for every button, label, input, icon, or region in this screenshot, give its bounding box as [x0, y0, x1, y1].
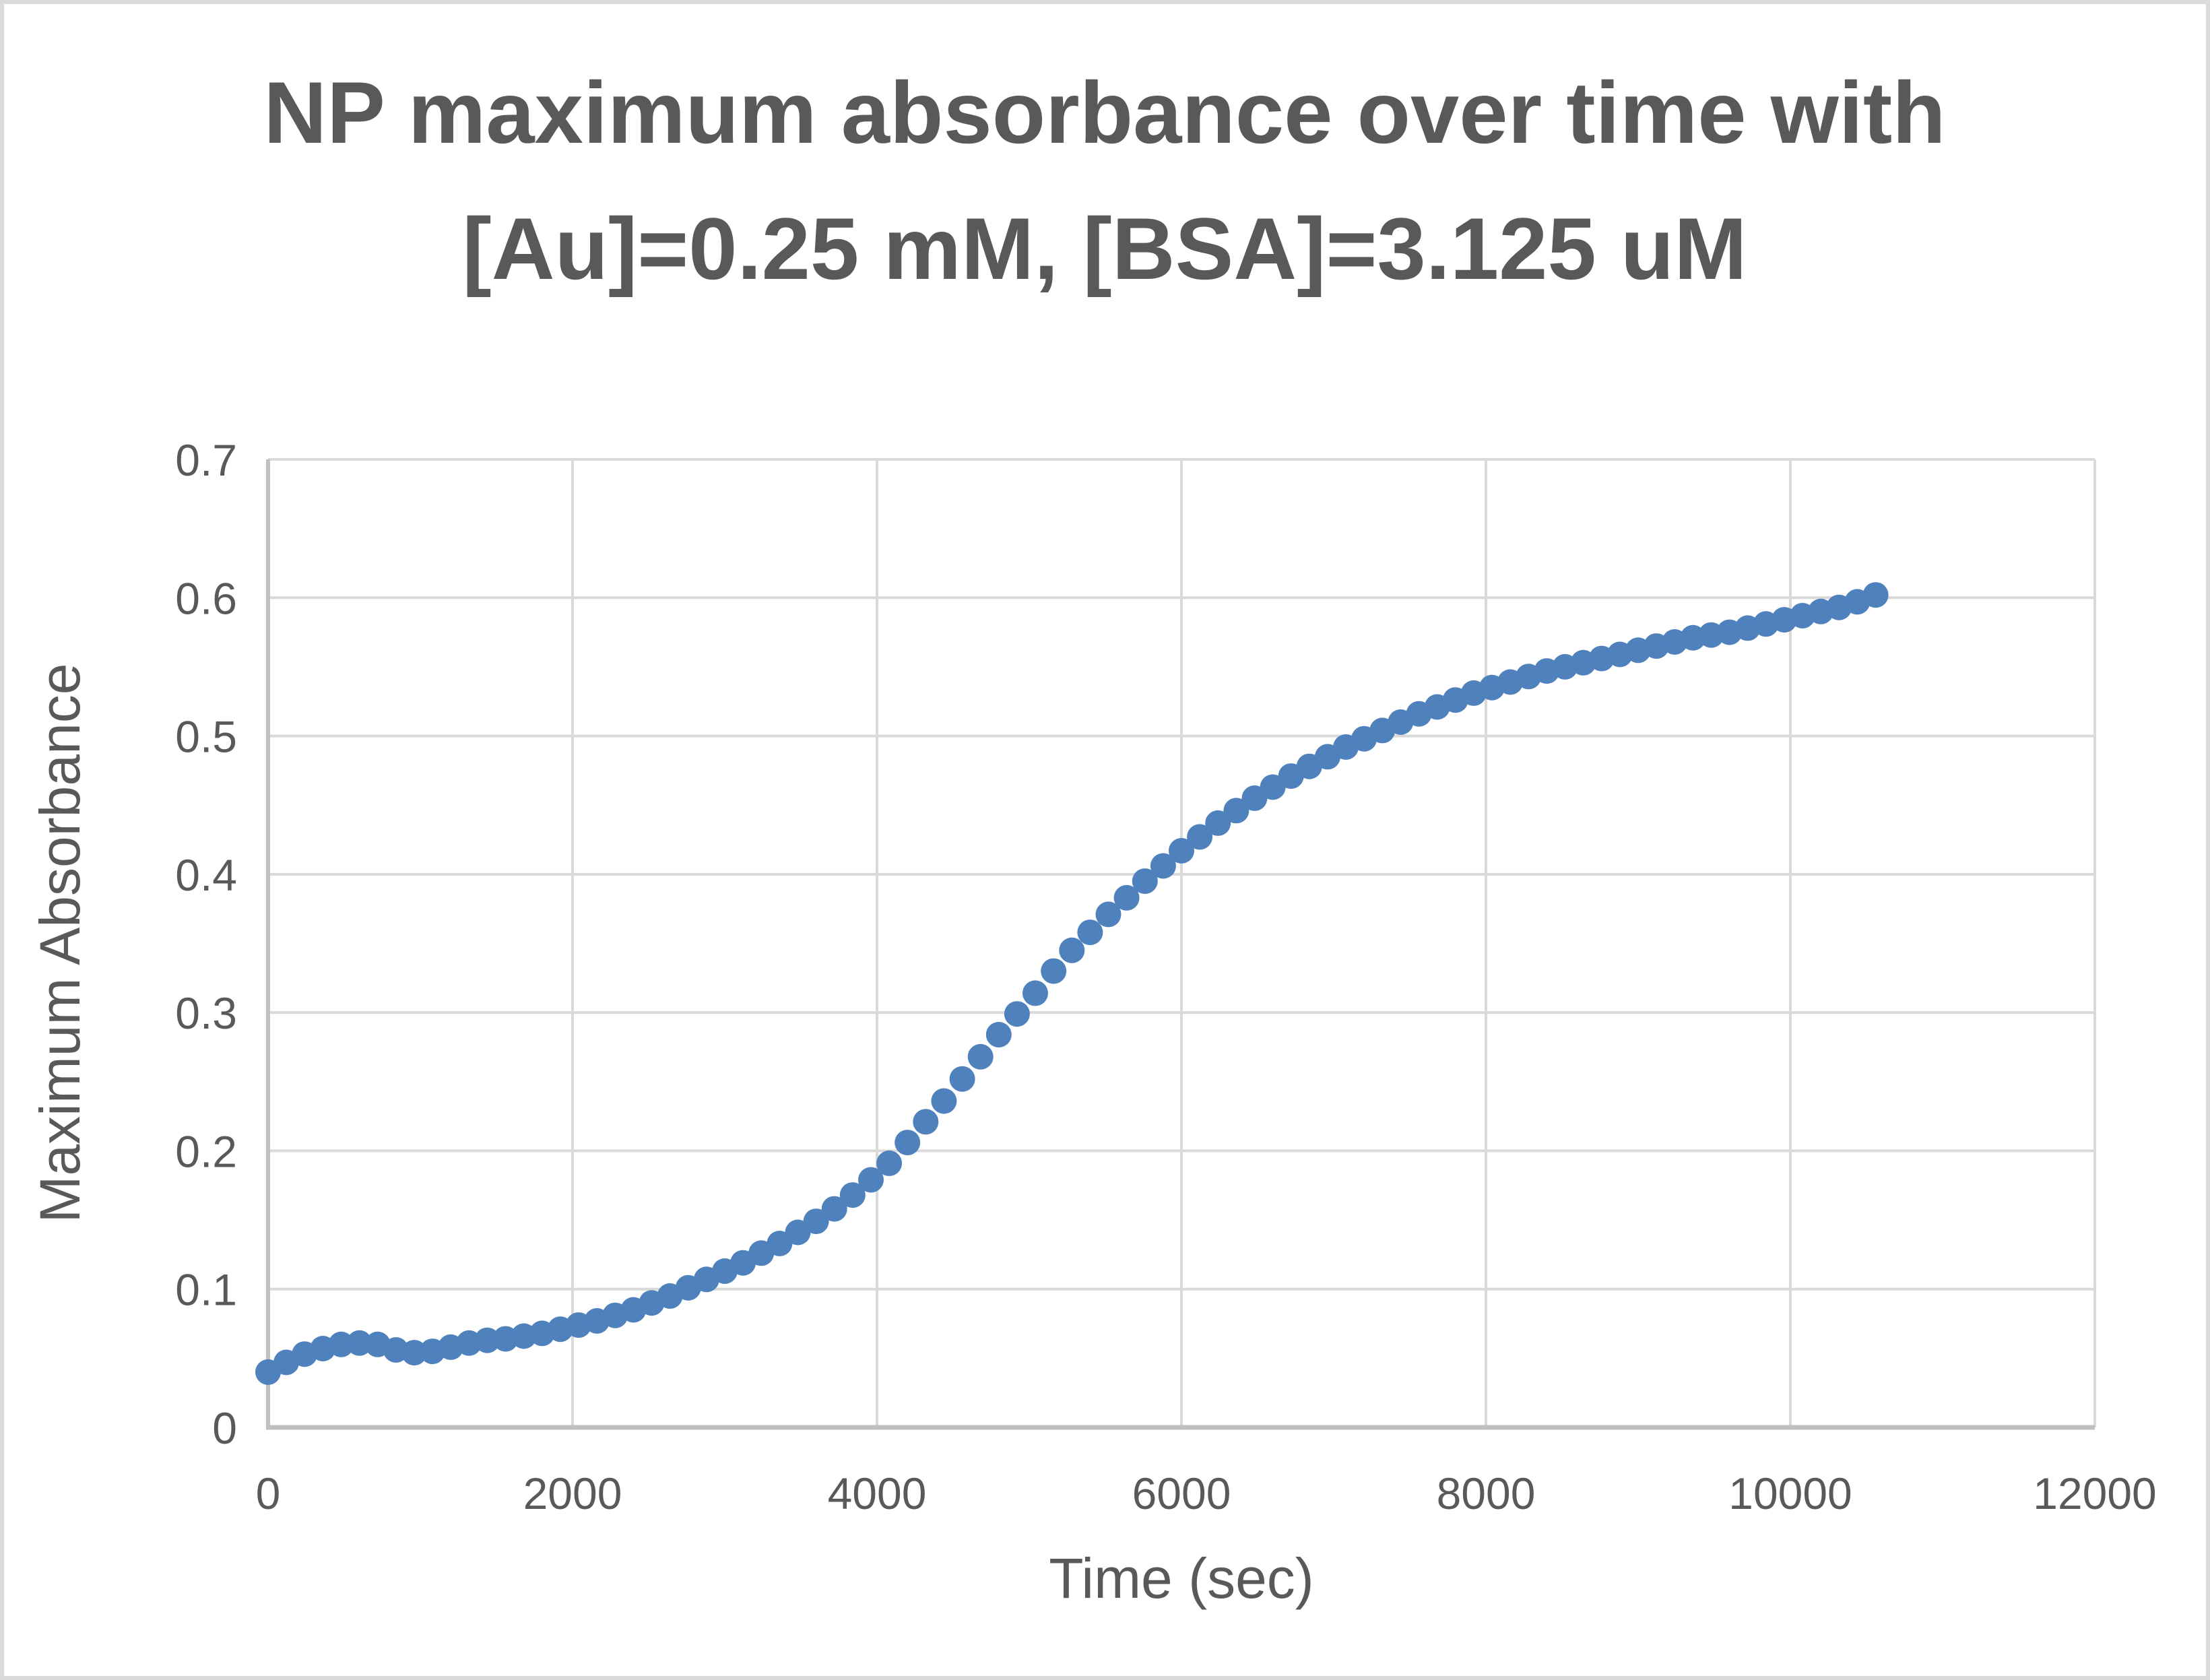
x-tick-label: 2000	[523, 1468, 622, 1518]
y-tick-label: 0.2	[175, 1126, 237, 1176]
chart-title-line-2: [Au]=0.25 mM, [BSA]=3.125 uM	[462, 199, 1747, 298]
x-tick-label: 4000	[828, 1468, 927, 1518]
data-point	[1862, 582, 1889, 608]
data-point	[1095, 901, 1122, 928]
data-point	[858, 1167, 884, 1193]
data-point	[1004, 1001, 1030, 1027]
data-point	[1187, 824, 1213, 850]
chart-title-line-1: NP maximum absorbance over time with	[263, 63, 1945, 162]
data-point	[1132, 868, 1158, 895]
data-point	[803, 1208, 829, 1235]
x-tick-label: 8000	[1437, 1468, 1536, 1518]
data-point	[821, 1196, 847, 1222]
data-point	[931, 1088, 957, 1114]
data-point	[913, 1109, 939, 1135]
data-point	[346, 1330, 372, 1356]
data-point	[1223, 798, 1249, 824]
x-tick-label: 12000	[2033, 1468, 2157, 1518]
data-point	[1205, 810, 1231, 836]
data-point	[1113, 884, 1140, 911]
y-tick-label: 0	[212, 1403, 237, 1453]
data-point	[1077, 919, 1103, 946]
x-tick-label: 6000	[1132, 1468, 1231, 1518]
data-point	[474, 1327, 500, 1353]
data-point	[1059, 937, 1085, 963]
data-point	[1150, 853, 1176, 879]
data-point	[401, 1340, 427, 1366]
data-point	[1169, 838, 1194, 864]
data-point	[328, 1331, 354, 1357]
tick-labels-layer: 0 0.1 0.2 0.3 0.4 0.5 0.6 0.7 0 2000 4000 6000 8000 1…	[175, 435, 2157, 1518]
data-point	[1022, 980, 1048, 1006]
data-point	[985, 1022, 1012, 1047]
y-axis-title: Maximum Absorbance	[28, 663, 92, 1223]
data-point	[876, 1150, 903, 1176]
data-point	[1041, 958, 1067, 984]
y-tick-label: 0.6	[175, 573, 237, 623]
y-tick-label: 0.5	[175, 712, 237, 762]
y-tick-label: 0.3	[175, 988, 237, 1038]
y-tick-label: 0.1	[175, 1265, 237, 1315]
data-point	[895, 1130, 921, 1156]
x-tick-label: 10000	[1728, 1468, 1852, 1518]
y-tick-label: 0.4	[175, 850, 237, 900]
x-tick-label: 0	[256, 1468, 281, 1518]
data-point	[949, 1066, 975, 1092]
data-point	[967, 1043, 994, 1070]
x-axis-title: Time (sec)	[1049, 1547, 1314, 1610]
axes-layer	[266, 459, 2095, 1430]
gridlines-layer	[268, 458, 2096, 1427]
data-point	[839, 1182, 866, 1208]
data-series-layer	[255, 582, 1889, 1385]
y-tick-label: 0.7	[175, 435, 237, 485]
